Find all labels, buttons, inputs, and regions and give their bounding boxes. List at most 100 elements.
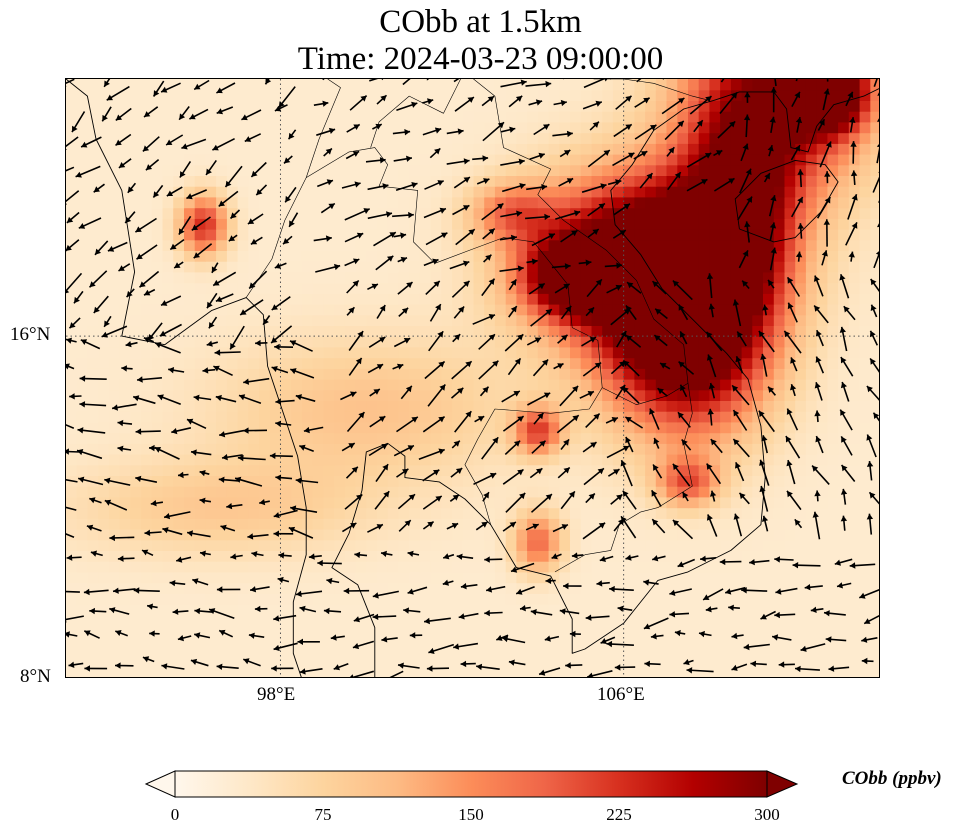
field-cell — [162, 379, 174, 391]
field-cell — [666, 196, 678, 209]
field-cell — [162, 250, 174, 262]
field-cell — [409, 379, 421, 391]
field-cell — [130, 432, 142, 444]
field-cell — [323, 229, 335, 241]
field-cell — [559, 154, 571, 166]
field-cell — [76, 186, 88, 198]
field-cell — [194, 314, 206, 326]
field-cell — [430, 175, 442, 187]
field-cell — [537, 346, 550, 359]
field-cell — [752, 561, 764, 573]
field-cell — [730, 496, 743, 509]
field-cell — [741, 336, 753, 348]
field-cell — [720, 271, 732, 284]
field-cell — [366, 357, 378, 369]
field-cell — [66, 496, 78, 509]
field-cell — [473, 218, 485, 230]
field-cell — [452, 400, 464, 412]
wind-arrow — [373, 231, 397, 247]
field-cell — [773, 89, 786, 101]
field-cell — [591, 518, 603, 530]
field-cell — [688, 164, 700, 176]
field-cell — [194, 196, 206, 209]
wind-arrow — [708, 303, 715, 318]
field-cell — [259, 400, 271, 412]
wind-arrow — [181, 138, 207, 150]
field-cell — [752, 582, 764, 594]
wind-arrow — [792, 562, 821, 569]
field-cell — [655, 486, 668, 498]
wind-arrow — [587, 228, 600, 238]
field-cell — [312, 239, 324, 251]
field-cell — [677, 379, 689, 391]
field-cell — [173, 646, 185, 659]
field-cell — [162, 529, 174, 541]
wind-arrow — [239, 299, 264, 316]
wind-arrow — [283, 155, 293, 164]
field-cell — [795, 239, 807, 251]
field-cell — [205, 443, 217, 455]
field-cell — [237, 154, 249, 166]
field-cell — [537, 571, 550, 584]
field-cell — [784, 529, 796, 541]
field-cell — [462, 304, 475, 316]
field-cell — [634, 336, 646, 348]
field-cell — [66, 432, 78, 444]
wind-arrow — [822, 88, 830, 111]
field-cell — [805, 379, 818, 391]
field-cell — [334, 571, 346, 584]
field-cell — [98, 496, 110, 509]
field-cell — [720, 432, 732, 444]
field-cell — [494, 379, 507, 391]
field-cell — [387, 111, 399, 123]
field-cell — [119, 368, 131, 380]
field-cell — [816, 325, 828, 337]
wind-arrow — [393, 337, 411, 348]
field-cell — [602, 89, 614, 101]
wind-arrow — [229, 325, 245, 350]
field-cell — [795, 475, 807, 487]
field-cell — [441, 411, 453, 423]
field-cell — [827, 550, 839, 562]
field-cell — [419, 625, 432, 637]
field-cell — [162, 368, 174, 380]
field-cell — [387, 336, 399, 348]
field-cell — [141, 357, 153, 369]
field-cell — [194, 486, 206, 498]
field-cell — [516, 336, 528, 348]
field-cell — [205, 507, 217, 519]
field-cell — [859, 432, 871, 444]
wind-arrow — [425, 232, 448, 246]
wind-arrow — [877, 223, 879, 228]
field-cell — [237, 164, 249, 176]
field-cell — [677, 593, 689, 605]
field-cell — [76, 636, 88, 648]
wind-arrow — [369, 415, 386, 428]
wind-arrow — [194, 632, 211, 639]
field-cell — [805, 164, 818, 176]
wind-arrow — [221, 454, 243, 461]
field-cell — [151, 368, 164, 380]
field-cell — [226, 100, 239, 112]
field-cell — [141, 186, 153, 198]
field-cell — [280, 239, 292, 251]
field-cell — [237, 518, 249, 530]
field-cell — [527, 379, 539, 391]
field-cell — [355, 593, 367, 605]
field-cell — [194, 282, 206, 294]
field-cell — [859, 293, 871, 305]
field-cell — [645, 443, 657, 455]
field-cell — [548, 475, 560, 487]
wind-arrow — [303, 426, 324, 434]
field-cell — [709, 443, 721, 455]
field-cell — [634, 625, 646, 637]
field-cell — [462, 614, 475, 626]
field-cell — [355, 379, 367, 391]
field-cell — [355, 164, 367, 176]
wind-arrow — [109, 534, 135, 542]
field-cell — [570, 164, 582, 176]
field-cell — [838, 593, 850, 605]
field-cell — [730, 100, 743, 112]
field-cell — [827, 389, 839, 401]
field-cell — [173, 368, 185, 380]
